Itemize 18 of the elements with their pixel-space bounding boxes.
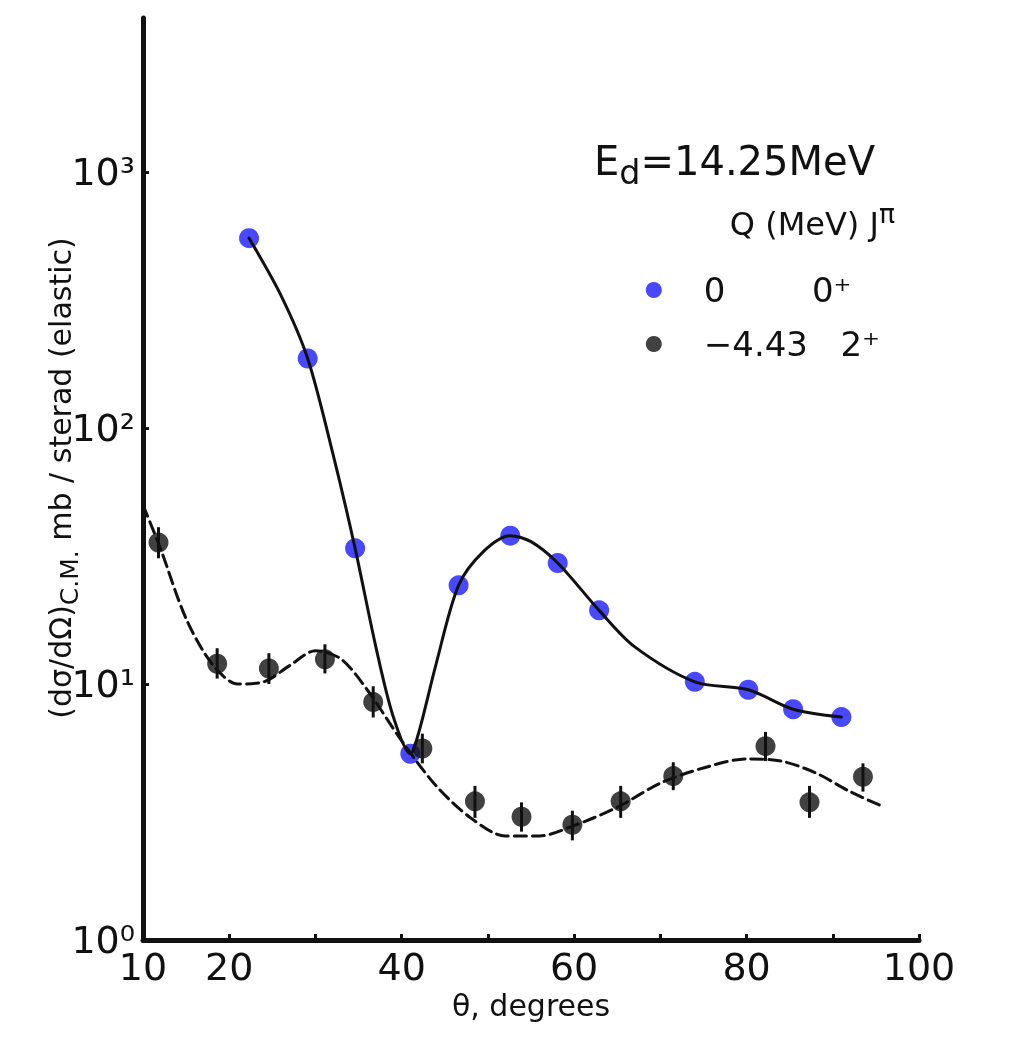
x-tick-label: 80 — [722, 945, 771, 989]
x-tick-label: 60 — [549, 945, 599, 989]
x-axis-title: θ, degrees — [451, 988, 611, 1024]
point — [755, 736, 776, 757]
point — [852, 766, 873, 787]
point — [258, 658, 279, 679]
annotation: E$_{d}$=14.25MeV — [594, 138, 875, 192]
point — [799, 792, 820, 813]
legend-label: 0 0⁺ — [703, 270, 852, 310]
legend-label: −4.43 2⁺ — [703, 324, 881, 364]
x-tick-label: 40 — [377, 945, 426, 989]
legend-title: Q (MeV) J$^{π}$ — [729, 198, 895, 243]
point — [464, 791, 485, 812]
y-tick-label: 10² — [71, 406, 135, 451]
x-tick-label: 100 — [882, 945, 956, 989]
x-tick-label: 20 — [205, 945, 254, 989]
point — [511, 806, 532, 827]
y-tick-label: 10³ — [71, 150, 135, 195]
